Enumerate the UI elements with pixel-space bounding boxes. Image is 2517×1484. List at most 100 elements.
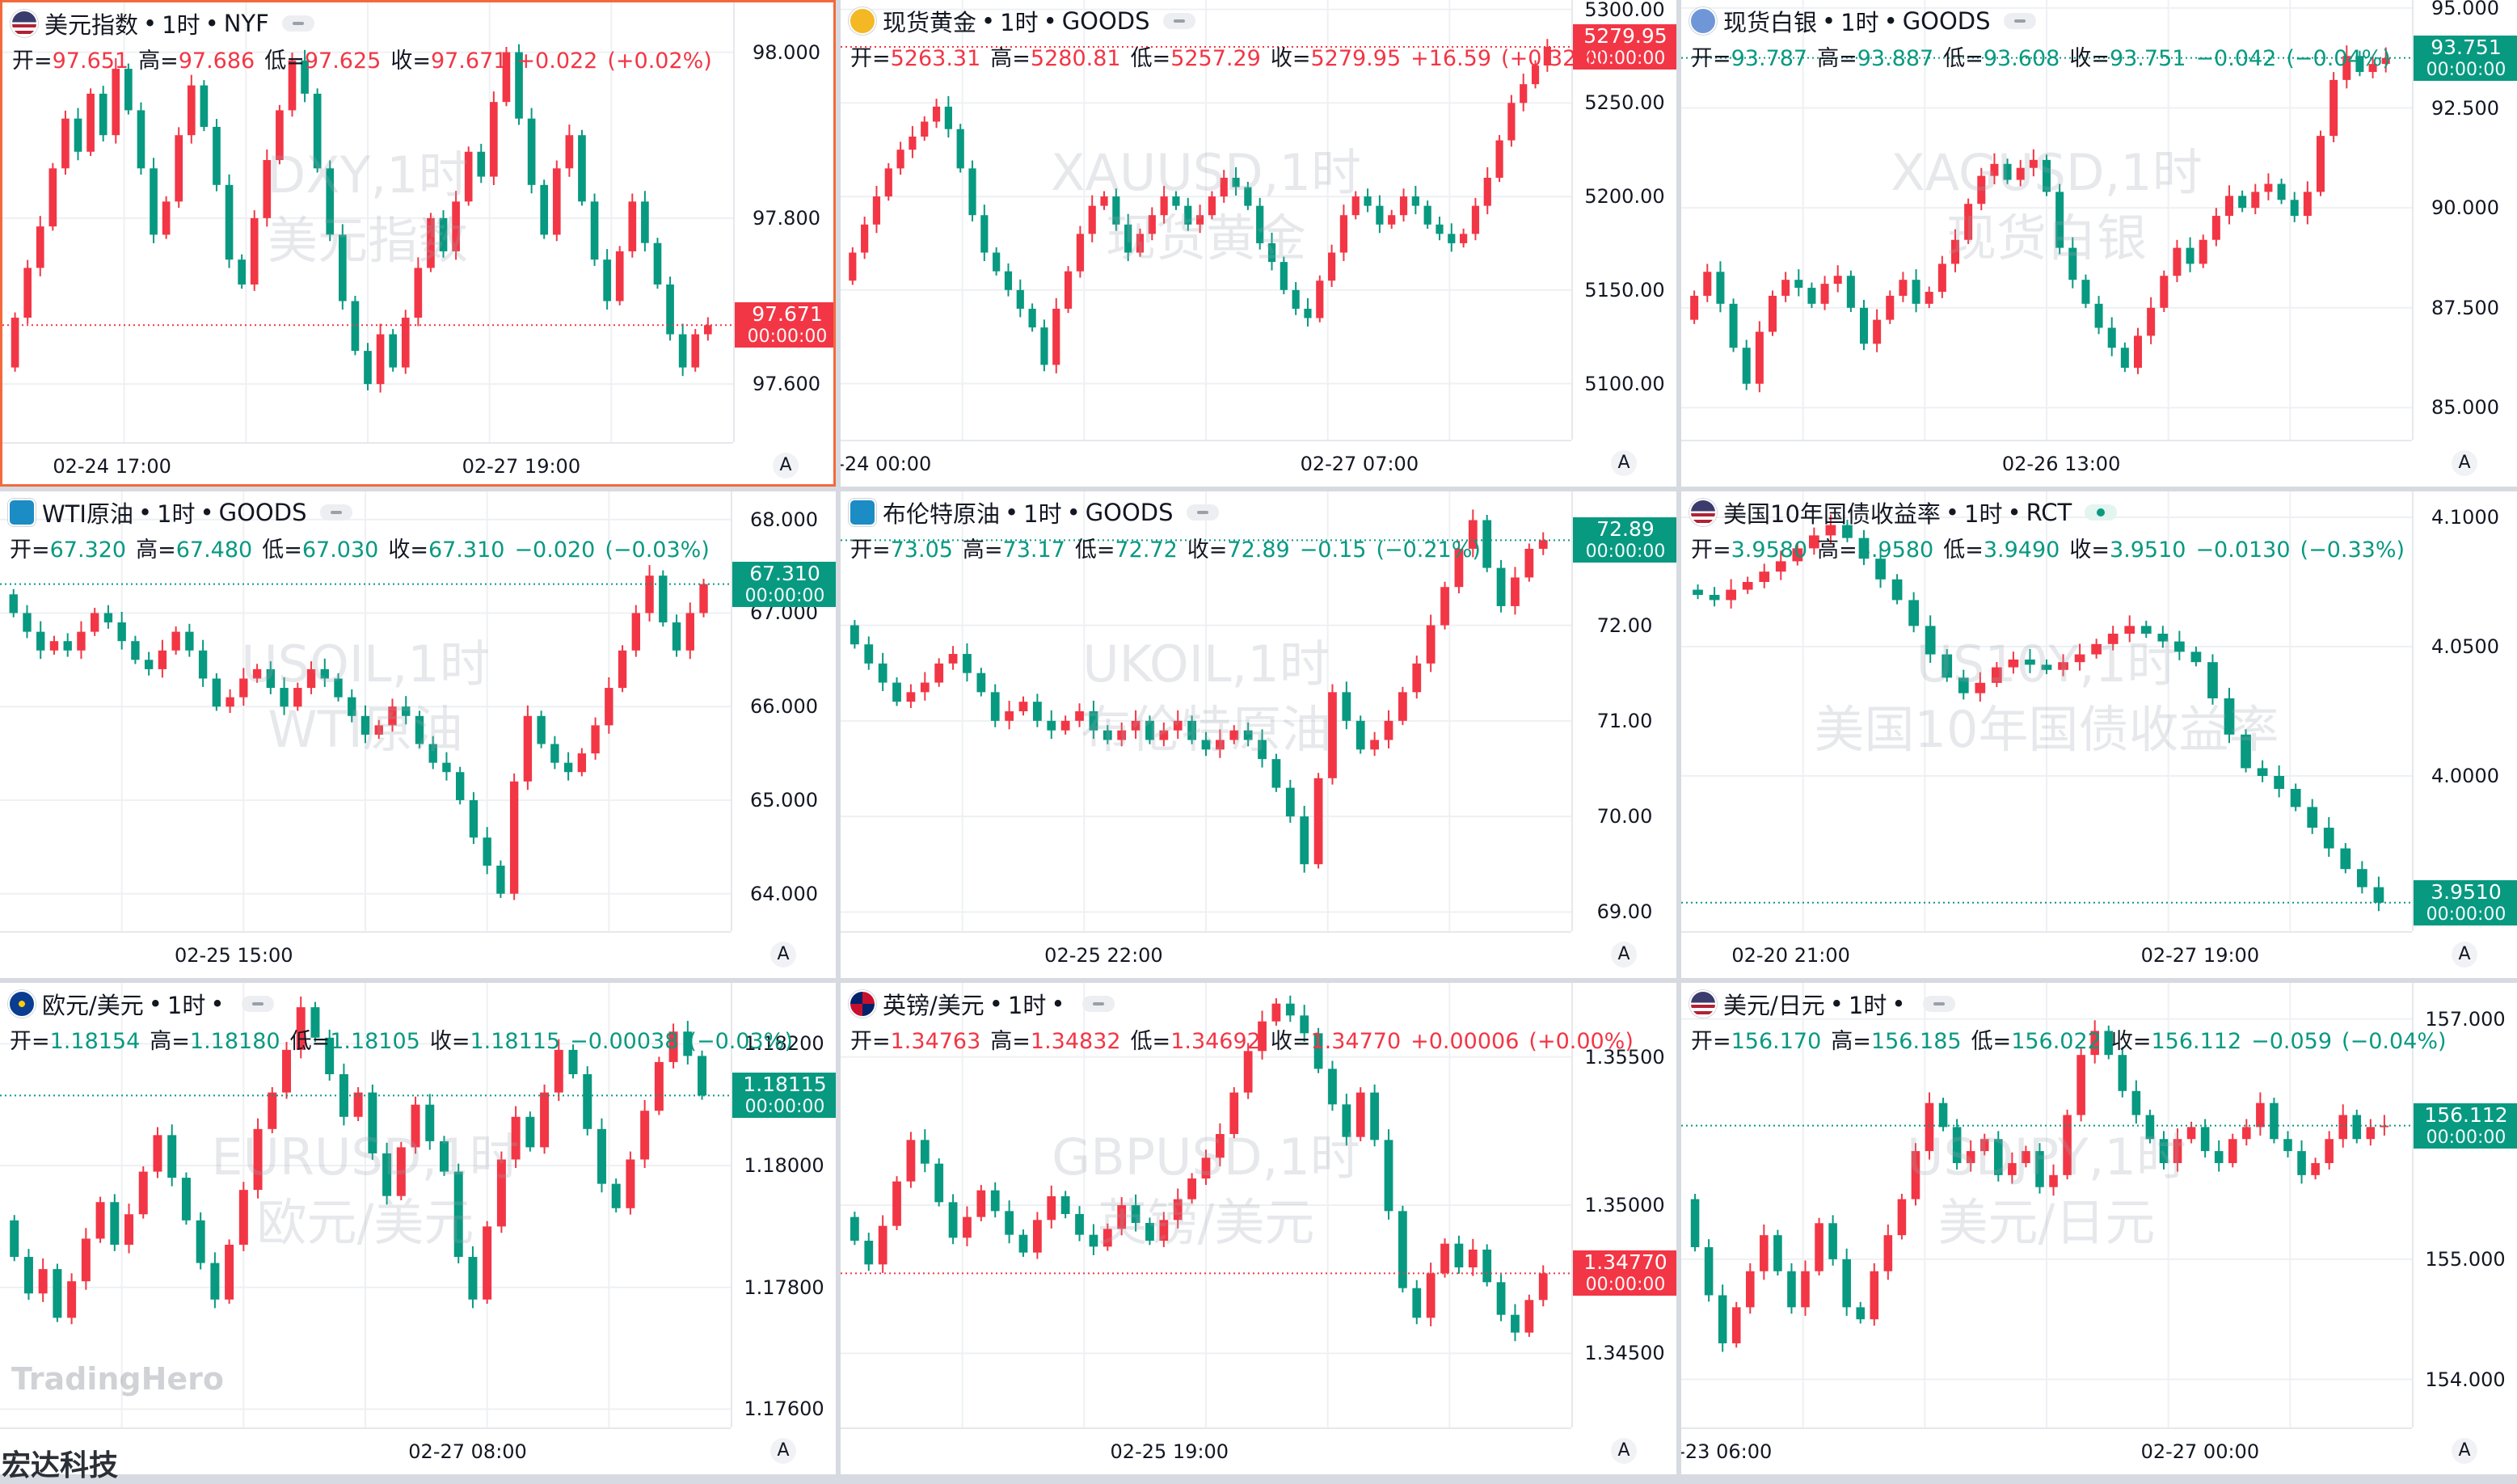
candle-body xyxy=(976,1190,986,1217)
candle-body xyxy=(1243,730,1253,740)
chart-panel-eurusd[interactable]: EURUSD,1时 欧元/美元 欧元/美元 • 1时 • 开=1.18154 高=1.1818… xyxy=(0,983,836,1474)
candle-body xyxy=(1159,730,1169,740)
candle-body xyxy=(878,1225,887,1265)
price-axis[interactable]: 157.000 155.000 154.000 156.112 00:00:00 xyxy=(2412,983,2517,1427)
symbol-header[interactable]: 美元/日元 • 1时 • xyxy=(1689,988,1956,1020)
time-tick: 02-27 19:00 xyxy=(2140,944,2260,967)
symbol-header[interactable]: 英镑/美元 • 1时 • xyxy=(849,988,1115,1020)
candle-body xyxy=(1370,1092,1380,1140)
chart-panel-usdjpy[interactable]: USDJPY,1时 美元/日元 美元/日元 • 1时 • 开=156.170 高=156.18… xyxy=(1681,983,2517,1474)
ohlc-label-open: 开= xyxy=(10,1029,50,1054)
time-axis[interactable]: 02-24 17:00 02-27 19:00 xyxy=(2,442,733,484)
chart-panel-dxy[interactable]: DXY,1时 美元指数 美元指数 • 1时 • NYF 开=97.651 高=97.686 低=9… xyxy=(0,0,836,487)
time-axis[interactable]: -24 00:00 02-27 07:00 xyxy=(841,440,1571,487)
candle-body xyxy=(36,226,44,268)
candle-body xyxy=(1891,579,1903,601)
chart-panel-xau[interactable]: XAUUSD,1时 现货黄金 现货黄金 • 1时 • GOODS 开=5263.31 高=528… xyxy=(841,0,1676,487)
collapse-toggle-icon[interactable] xyxy=(1923,996,1956,1012)
separator-dot: • xyxy=(200,499,214,526)
candle-body xyxy=(2104,1031,2114,1056)
candle-body xyxy=(124,1214,134,1245)
chart-panel-usoil[interactable]: USOIL,1时 WTI原油 WTI原油 • 1时 • GOODS 开=67.320 高=67.… xyxy=(0,491,836,978)
candle-body xyxy=(565,135,574,169)
symbol-header[interactable]: WTI原油 • 1时 • GOODS xyxy=(8,496,352,529)
candles-usdjpy xyxy=(1681,983,2412,1427)
candle-body xyxy=(1426,625,1436,664)
candle-body xyxy=(2290,789,2301,807)
separator-dot: • xyxy=(1043,7,1057,35)
ohlc-label-open: 开= xyxy=(1691,46,1731,71)
time-axis[interactable]: 02-26 13:00 xyxy=(1681,440,2412,487)
candle-body xyxy=(1693,589,1703,595)
candle-body xyxy=(428,744,437,763)
auto-scale-button[interactable]: A xyxy=(2452,1438,2477,1464)
candle-body xyxy=(320,668,329,679)
price-axis[interactable]: 1.18200 1.18000 1.17800 1.17600 1.18115 00:00… xyxy=(731,983,836,1427)
auto-scale-button[interactable]: A xyxy=(1611,1438,1637,1464)
candle-body xyxy=(288,60,297,111)
ohlc-label-low: 低= xyxy=(1074,538,1115,563)
ohlc-change: −0.15 xyxy=(1299,538,1367,563)
time-axis[interactable]: 02-27 08:00 xyxy=(0,1427,731,1474)
market-open-icon[interactable] xyxy=(2085,504,2118,521)
current-price-value: 93.751 xyxy=(2431,35,2502,59)
ohlc-change: +16.59 xyxy=(1410,46,1492,71)
countdown-timer: 00:00:00 xyxy=(747,327,828,348)
candle-body xyxy=(2029,159,2038,168)
symbol-header[interactable]: 现货黄金 • 1时 • GOODS xyxy=(849,5,1195,37)
candle-body xyxy=(1991,667,2002,683)
collapse-toggle-icon[interactable] xyxy=(242,996,275,1012)
candle-body xyxy=(850,625,859,645)
candle-body xyxy=(23,613,32,632)
time-axis[interactable]: 02-25 15:00 xyxy=(0,931,731,978)
candle-body xyxy=(2368,64,2377,73)
candle-body xyxy=(1709,595,1720,601)
chart-panel-gbpusd[interactable]: GBPUSD,1时 英镑/美元 英镑/美元 • 1时 • 开=1.34763 高=1.3483… xyxy=(841,983,1676,1474)
current-price-value: 156.112 xyxy=(2424,1102,2508,1127)
candle-body xyxy=(483,1226,492,1300)
symbol-header[interactable]: 布伦特原油 • 1时 • GOODS xyxy=(849,496,1219,529)
collapse-toggle-icon[interactable] xyxy=(1186,504,1219,521)
price-axis[interactable]: 5300.00 5250.00 5200.00 5150.00 5100.00 5279.… xyxy=(1571,0,1676,440)
collapse-toggle-icon[interactable] xyxy=(319,504,352,521)
chart-panel-ukoil[interactable]: UKOIL,1时 布伦特原油 布伦特原油 • 1时 • GOODS 开=73.05 高=73.1… xyxy=(841,491,1676,978)
collapse-toggle-icon[interactable] xyxy=(1162,13,1195,29)
candle-body xyxy=(653,242,662,285)
ohlc-label-low: 低= xyxy=(264,48,305,74)
time-axis[interactable]: 02-25 22:00 xyxy=(841,931,1571,978)
price-axis[interactable]: 1.35500 1.35000 1.34500 1.34770 00:00:00 xyxy=(1571,983,1676,1427)
time-axis[interactable]: 02-25 19:00 xyxy=(841,1427,1571,1474)
auto-scale-button[interactable]: A xyxy=(770,1438,796,1464)
price-axis[interactable]: 72.00 71.00 70.00 69.00 72.89 00:00:00 xyxy=(1571,491,1676,931)
symbol-header[interactable]: 现货白银 • 1时 • GOODS xyxy=(1689,5,2036,37)
candle-body xyxy=(1384,1140,1393,1212)
auto-scale-button[interactable]: A xyxy=(770,942,796,968)
auto-scale-button[interactable]: A xyxy=(2452,942,2477,968)
price-axis[interactable]: 95.000 92.500 90.000 87.500 85.000 93.751 00:0… xyxy=(2412,0,2517,440)
candle-body xyxy=(1690,1199,1700,1248)
auto-scale-button[interactable]: A xyxy=(773,453,799,479)
auto-scale-button[interactable]: A xyxy=(1611,450,1637,476)
candle-body xyxy=(1792,548,1803,562)
symbol-header[interactable]: 美元指数 • 1时 • NYF xyxy=(11,7,314,40)
ohlc-close: 67.310 xyxy=(428,538,505,563)
chart-panel-xag[interactable]: XAGUSD,1时 现货白银 现货白银 • 1时 • GOODS 开=93.787 高=93.8… xyxy=(1681,0,2517,487)
collapse-toggle-icon[interactable] xyxy=(2003,13,2036,29)
symbol-header[interactable]: 美国10年国债收益率 • 1时 • RCT xyxy=(1689,496,2118,529)
price-axis[interactable]: 98.000 97.800 97.600 97.671 00:00:00 xyxy=(733,2,833,442)
candle-body xyxy=(1215,740,1225,750)
candle-body xyxy=(2118,1055,2127,1091)
auto-scale-button[interactable]: A xyxy=(1611,942,1637,968)
time-axis[interactable]: 02-20 21:00 02-27 19:00 xyxy=(1681,931,2412,978)
time-axis[interactable]: -23 06:00 02-27 00:00 xyxy=(1681,1427,2412,1474)
collapse-toggle-icon[interactable] xyxy=(281,15,314,32)
chart-panel-us10y[interactable]: US10Y,1时 美国10年国债收益率 美国10年国债收益率 • 1时 • RCT 开=3.9… xyxy=(1681,491,2517,978)
collapse-toggle-icon[interactable] xyxy=(1082,996,1115,1012)
price-axis[interactable]: 68.000 67.000 66.000 65.000 64.000 67.310 00:0… xyxy=(731,491,836,931)
price-axis[interactable]: 4.1000 4.0500 4.0000 3.9510 00:00:00 xyxy=(2412,491,2517,931)
interval-label: 1时 xyxy=(1023,500,1062,528)
symbol-header[interactable]: 欧元/美元 • 1时 • xyxy=(8,988,275,1020)
current-price-label: 72.89 00:00:00 xyxy=(1573,517,1676,563)
candle-body xyxy=(196,1220,205,1263)
auto-scale-button[interactable]: A xyxy=(2452,450,2477,476)
